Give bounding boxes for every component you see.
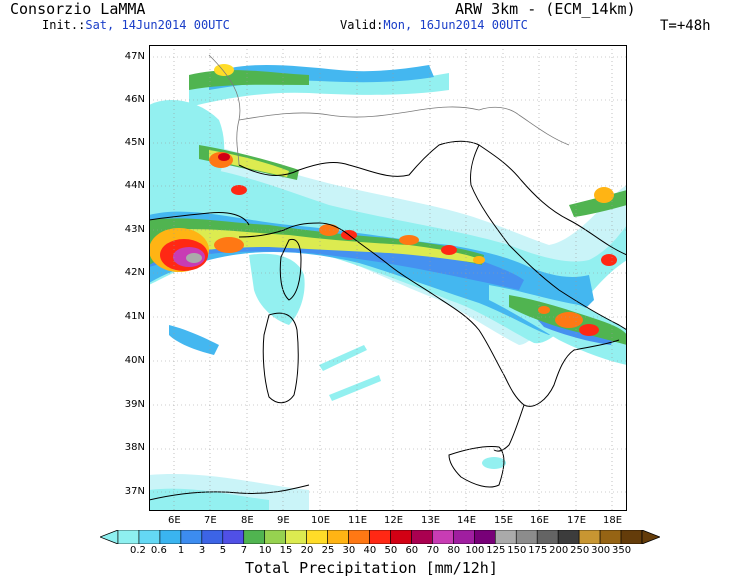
- colorbar-swatch: [474, 530, 496, 544]
- colorbar-label: 20: [300, 545, 314, 556]
- colorbar-label: 80: [447, 545, 461, 556]
- colorbar-label: 200: [549, 545, 569, 556]
- lat-label: 43N: [124, 224, 145, 235]
- colorbar-swatch: [348, 530, 370, 544]
- init-value: Sat, 14Jun2014 00UTC: [85, 18, 230, 32]
- colorbar-swatch: [515, 530, 538, 544]
- precipitation-map: [149, 45, 627, 511]
- colorbar-swatch: [536, 530, 559, 544]
- valid-label: Valid:: [340, 18, 384, 32]
- lon-label: 12E: [384, 515, 404, 526]
- lat-label: 42N: [124, 267, 145, 278]
- colorbar-swatch: [201, 530, 224, 544]
- colorbar-label: 30: [342, 545, 356, 556]
- lat-label: 41N: [124, 311, 145, 322]
- colorbar-swatch: [264, 530, 286, 544]
- colorbar-swatch: [159, 530, 182, 544]
- colorbar-swatch: [599, 530, 622, 544]
- colorbar-label: 70: [426, 545, 440, 556]
- title-left: Consorzio LaMMA: [10, 0, 146, 18]
- colorbar-label: 250: [570, 545, 590, 556]
- colorbar-label: 350: [612, 545, 632, 556]
- colorbar-label: 25: [321, 545, 335, 556]
- precipitation-colorbar: [100, 530, 660, 544]
- lon-label: 18E: [603, 515, 623, 526]
- lead-time: T=+48h: [660, 18, 711, 34]
- lon-label: 13E: [421, 515, 441, 526]
- lon-label: 14E: [457, 515, 477, 526]
- lon-label: 16E: [530, 515, 550, 526]
- colorbar-swatch: [432, 530, 454, 544]
- country-borders: [208, 54, 570, 166]
- colorbar-label: 125: [486, 545, 506, 556]
- lat-label: 37N: [124, 486, 145, 497]
- colorbar-label: 7: [240, 545, 248, 556]
- lat-label: 45N: [124, 137, 145, 148]
- colorbar-label: 5: [219, 545, 227, 556]
- lon-label: 17E: [567, 515, 587, 526]
- coastlines: [149, 140, 627, 501]
- colorbar-label: 40: [363, 545, 377, 556]
- colorbar-swatch: [243, 530, 266, 544]
- init-time: Init.:Sat, 14Jun2014 00UTC: [42, 18, 230, 32]
- colorbar-swatch: [453, 530, 475, 544]
- lon-label: 10E: [311, 515, 331, 526]
- colorbar-swatch: [117, 530, 140, 544]
- colorbar-swatch: [285, 530, 307, 544]
- colorbar-swatch: [557, 530, 580, 544]
- lon-label: 9E: [277, 515, 290, 526]
- colorbar-label: 300: [591, 545, 611, 556]
- colorbar-swatch: [369, 530, 391, 544]
- colorbar-label: 1: [177, 545, 185, 556]
- lat-label: 47N: [124, 51, 145, 62]
- lat-label: 39N: [124, 399, 145, 410]
- valid-value: Mon, 16Jun2014 00UTC: [383, 18, 528, 32]
- colorbar-label: 60: [405, 545, 419, 556]
- lon-label: 11E: [348, 515, 368, 526]
- colorbar-left-arrow: [100, 530, 119, 544]
- colorbar-swatch: [620, 530, 643, 544]
- title-right: ARW 3km - (ECM_14km): [455, 0, 636, 18]
- lon-label: 7E: [204, 515, 217, 526]
- colorbar-swatch: [327, 530, 349, 544]
- colorbar-swatch: [494, 530, 517, 544]
- colorbar-label: 175: [528, 545, 548, 556]
- valid-time: Valid:Mon, 16Jun2014 00UTC: [340, 18, 528, 32]
- lat-label: 40N: [124, 355, 145, 366]
- lat-label: 38N: [124, 442, 145, 453]
- colorbar-label: 10: [258, 545, 272, 556]
- colorbar-label: 150: [507, 545, 527, 556]
- lat-label: 44N: [124, 180, 145, 191]
- colorbar-swatch: [578, 530, 601, 544]
- colorbar-label: 100: [465, 545, 485, 556]
- lon-label: 8E: [241, 515, 254, 526]
- colorbar-swatch: [411, 530, 433, 544]
- lon-label: 6E: [168, 515, 181, 526]
- colorbar-label: 15: [279, 545, 293, 556]
- colorbar-swatch: [390, 530, 412, 544]
- map-frame: [149, 45, 627, 511]
- colorbar-label: 0.2: [129, 545, 146, 556]
- colorbar-title: Total Precipitation [mm/12h]: [245, 559, 498, 577]
- colorbar-swatch: [306, 530, 328, 544]
- init-label: Init.:: [42, 18, 86, 32]
- colorbar-swatch: [138, 530, 161, 544]
- lat-label: 46N: [124, 94, 145, 105]
- colorbar-label: 3: [198, 545, 206, 556]
- lon-label: 15E: [494, 515, 514, 526]
- colorbar-right-arrow: [641, 530, 660, 544]
- colorbar-swatch: [222, 530, 245, 544]
- colorbar-swatch: [180, 530, 203, 544]
- precip-heavy-cells: [149, 64, 617, 336]
- colorbar-label: 0.6: [150, 545, 167, 556]
- lat-lon-grid: [149, 45, 627, 511]
- colorbar-label: 50: [384, 545, 398, 556]
